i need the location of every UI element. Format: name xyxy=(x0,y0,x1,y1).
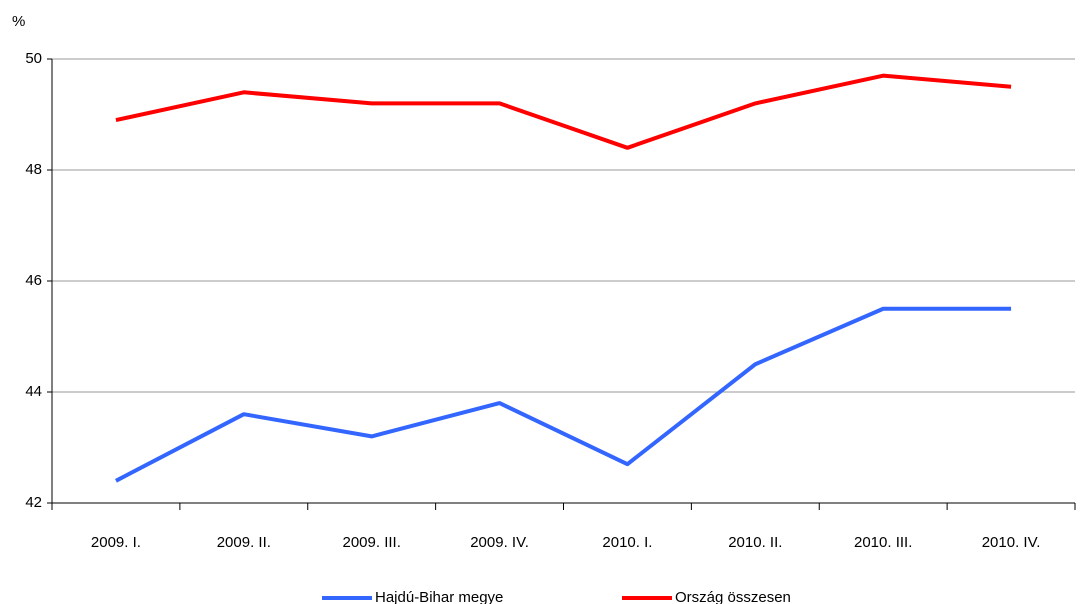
y-tick-label: 50 xyxy=(25,50,42,67)
x-tick-label: 2010. I. xyxy=(602,534,652,551)
x-tick-label: 2009. IV. xyxy=(470,534,529,551)
series-line xyxy=(115,306,1012,483)
x-tick-label: 2009. II. xyxy=(217,534,271,551)
y-tick-label: 44 xyxy=(25,383,42,400)
y-axis-label: % xyxy=(12,13,25,30)
y-tick-label: 48 xyxy=(25,161,42,178)
x-tick-label: 2009. III. xyxy=(343,534,401,551)
legend-label: Hajdú-Bihar megye xyxy=(375,589,503,604)
x-tick-label: 2009. I. xyxy=(91,534,141,551)
x-tick-label: 2010. IV. xyxy=(982,534,1041,551)
series-line xyxy=(115,73,1012,150)
x-tick-label: 2010. II. xyxy=(728,534,782,551)
y-tick-label: 46 xyxy=(25,272,42,289)
x-tick-label: 2010. III. xyxy=(854,534,912,551)
y-tick-label: 42 xyxy=(25,494,42,511)
legend-label: Ország összesen xyxy=(675,589,791,604)
